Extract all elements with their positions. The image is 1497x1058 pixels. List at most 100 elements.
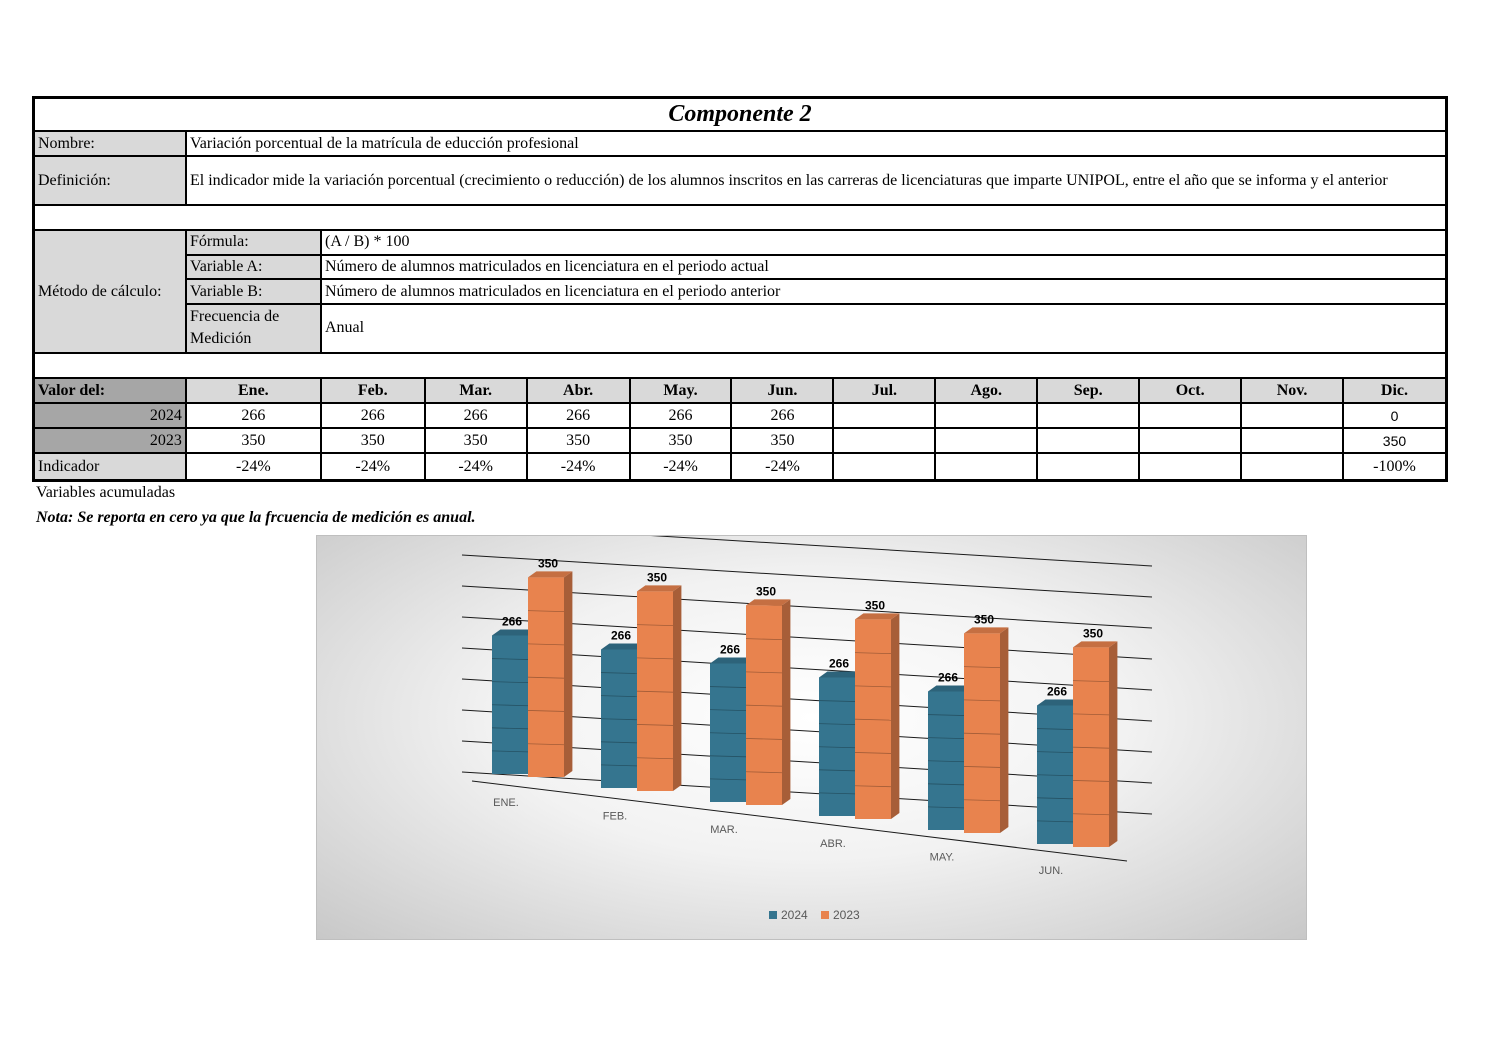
- month-header: Jun.: [732, 379, 835, 402]
- bar-gridline: [491, 681, 529, 684]
- value-cell: [936, 404, 1039, 427]
- gridline: [650, 536, 1153, 567]
- months-header-row: Valor del: Ene. Feb. Mar. Abr. May. Jun. Jul. A…: [35, 379, 1445, 404]
- variable-a-value: Número de alumnos matriculados en licenc…: [325, 257, 769, 275]
- gridline: [461, 616, 1153, 660]
- bar-top: [964, 627, 1009, 634]
- value-cell: 0: [1390, 407, 1399, 424]
- valor-label: Valor del:: [35, 379, 187, 402]
- legend-swatch: [769, 911, 777, 919]
- data-label: 266: [611, 628, 631, 642]
- metodo-row: Frecuencia de Medición Anual: [187, 304, 1445, 352]
- category-label: JUN.: [1039, 865, 1063, 877]
- value-cell: 350: [187, 429, 322, 452]
- bar-gridline: [527, 743, 565, 746]
- data-label: 266: [502, 614, 522, 628]
- spacer-row: [35, 354, 1445, 379]
- category-label: ENE.: [493, 797, 519, 809]
- bar-gridline: [1072, 680, 1110, 683]
- bar-top: [710, 657, 755, 664]
- month-header: Dic.: [1344, 379, 1445, 402]
- bar-gridline: [854, 685, 892, 688]
- bar-gridline: [1036, 820, 1074, 823]
- nombre-label: Nombre:: [35, 132, 187, 155]
- bar-gridline: [927, 783, 965, 786]
- bar-gridline: [636, 657, 674, 660]
- value-cell: [834, 429, 937, 452]
- bar-gridline: [963, 699, 1001, 702]
- value-cell: 266: [631, 404, 733, 427]
- indicator-cell: -24%: [426, 454, 528, 479]
- data-label: 266: [1047, 684, 1067, 698]
- legend-label: 2024: [781, 908, 808, 922]
- month-header: Ago.: [936, 379, 1039, 402]
- month-header: May.: [630, 379, 733, 402]
- bar-side: [782, 599, 791, 805]
- bar-gridline: [818, 723, 856, 726]
- month-header: Jul.: [834, 379, 937, 402]
- bar-gridline: [636, 690, 674, 693]
- data-label: 350: [865, 598, 885, 612]
- bar-gridline: [491, 658, 529, 660]
- bar-chart-svg: 266 350 ENE. 266 350 FEB. 266 350 MAR. 266 350 ABR.…: [461, 536, 1153, 922]
- bar-gridline: [709, 732, 747, 735]
- note-cero: Nota: Se reporta en cero ya que la frcue…: [36, 509, 476, 526]
- indicator-cell: -100%: [1373, 457, 1416, 475]
- bar-gridline: [527, 676, 565, 679]
- row-indicador: Indicador -24% -24% -24% -24% -24% -24% -100%: [35, 454, 1445, 479]
- bar-gridline: [818, 769, 856, 772]
- value-cell: 350: [322, 429, 426, 452]
- data-label: 350: [974, 612, 994, 626]
- definicion-label: Definición:: [35, 157, 187, 204]
- bar-gridline: [636, 624, 674, 627]
- title-row: Componente 2: [35, 99, 1445, 132]
- value-cell: [1038, 429, 1141, 452]
- bar-gridline: [1072, 813, 1110, 816]
- bar-side: [564, 571, 573, 777]
- bar-gridline: [745, 638, 783, 641]
- bar-gridline: [600, 718, 638, 721]
- data-label: 350: [756, 584, 776, 598]
- value-cell: 266: [528, 404, 631, 427]
- value-cell: 266: [187, 404, 322, 427]
- bar-gridline: [745, 738, 783, 740]
- bar-top: [492, 629, 537, 636]
- metodo-rows: Fórmula: (A / B) * 100 Variable A: Númer…: [187, 231, 1445, 352]
- bar-gridline: [927, 714, 965, 716]
- bar-top: [1073, 641, 1118, 648]
- definicion-value: El indicador mide la variación porcentua…: [190, 171, 1388, 189]
- bar-gridline: [818, 700, 856, 702]
- floor-edge: [471, 780, 1128, 862]
- value-cell: 266: [426, 404, 528, 427]
- metodo-label: Método de cálculo:: [35, 231, 187, 352]
- bar-gridline: [963, 766, 1001, 768]
- bar-top: [601, 643, 646, 650]
- gridline: [461, 585, 1153, 629]
- data-label: 266: [938, 670, 958, 684]
- bar-gridline: [527, 710, 565, 712]
- bar-gridline: [491, 704, 529, 707]
- bar-gridline: [854, 718, 892, 721]
- indicator-cell: -24%: [732, 454, 835, 479]
- year-label: 2024: [35, 404, 187, 427]
- indicator-cell: -24%: [528, 454, 631, 479]
- nombre-row: Nombre: Variación porcentual de la matrí…: [35, 132, 1445, 157]
- value-cell: 350: [631, 429, 733, 452]
- data-label: 350: [647, 570, 667, 584]
- bar-top: [855, 613, 900, 620]
- bar-gridline: [527, 610, 565, 613]
- bar-gridline: [818, 746, 856, 749]
- gridline: [461, 554, 1153, 598]
- bar-gridline: [963, 732, 1001, 735]
- bar-gridline: [745, 704, 783, 707]
- value-cell: [1038, 404, 1141, 427]
- value-cell: [1242, 404, 1345, 427]
- bar-gridline: [491, 727, 529, 730]
- indicator-cell: [1038, 454, 1141, 479]
- indicator-sheet: Componente 2 Nombre: Variación porcentua…: [32, 96, 1448, 482]
- category-label: MAR.: [710, 824, 738, 836]
- nombre-value: Variación porcentual de la matrícula de …: [190, 134, 579, 152]
- bar-gridline: [1036, 797, 1074, 800]
- bar-side: [1000, 627, 1009, 833]
- bar-gridline: [527, 643, 565, 646]
